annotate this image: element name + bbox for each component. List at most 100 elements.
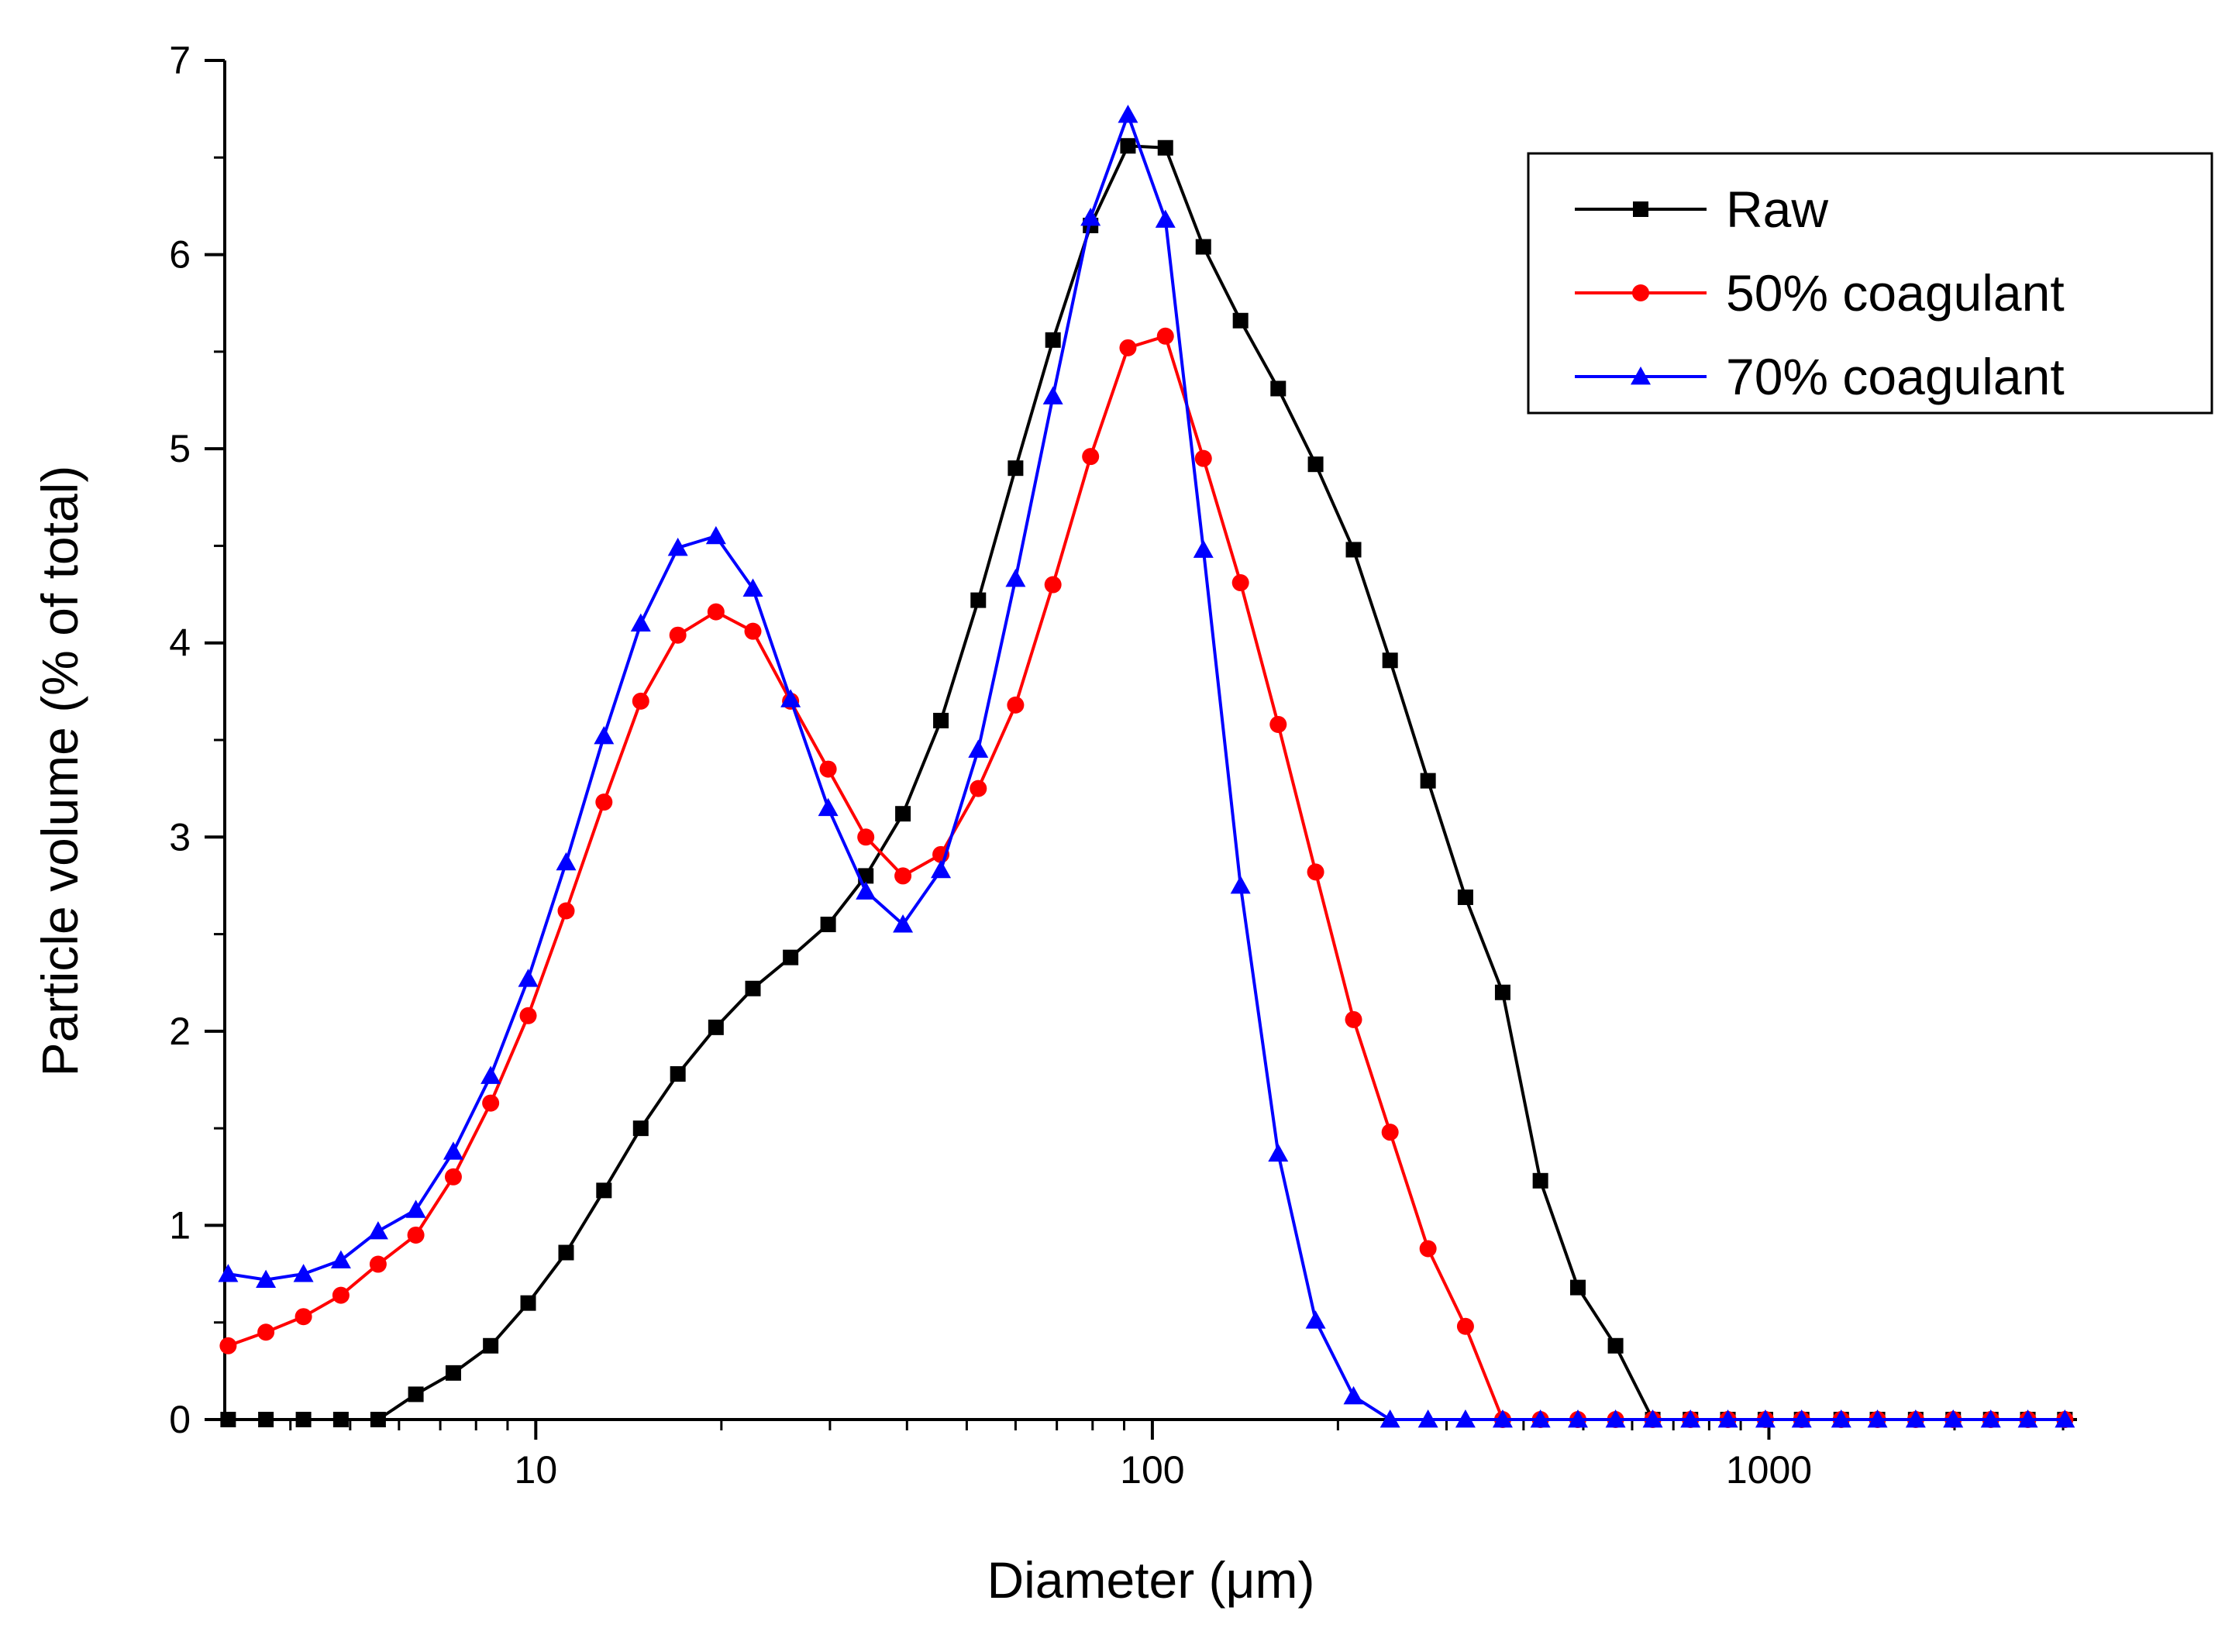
data-point <box>1082 448 1100 466</box>
data-point <box>220 1412 236 1427</box>
data-point <box>705 525 726 545</box>
data-point <box>708 1019 724 1035</box>
data-point <box>1118 105 1138 123</box>
data-point <box>1195 239 1211 255</box>
data-point <box>1381 1124 1399 1141</box>
data-point <box>445 1365 461 1381</box>
data-point <box>1755 1409 1776 1428</box>
data-point <box>1492 1409 1513 1428</box>
data-point <box>332 1286 350 1304</box>
data-point <box>1980 1409 2001 1428</box>
data-point <box>1417 1409 1438 1428</box>
data-point <box>330 1250 351 1268</box>
data-point <box>443 1141 463 1160</box>
data-point <box>1867 1409 1888 1428</box>
data-point <box>1305 1310 1326 1329</box>
data-point <box>1268 1143 1289 1162</box>
y-tick-label: 5 <box>169 427 191 470</box>
legend-label: 50% coagulant <box>1726 264 2065 322</box>
data-point <box>707 603 725 621</box>
data-point <box>1270 380 1286 397</box>
data-point <box>1380 1409 1400 1428</box>
legend-marker <box>1631 367 1651 385</box>
data-point <box>369 1255 387 1273</box>
data-point <box>1605 1409 1626 1428</box>
data-point <box>1080 207 1101 226</box>
data-point <box>1307 863 1324 881</box>
y-axis-title: Particle volume (% of total) <box>31 466 88 1077</box>
legend-item: 70% coagulant <box>1575 348 2065 405</box>
data-point <box>931 859 952 879</box>
data-point <box>1343 1385 1364 1405</box>
y-tick-label: 7 <box>169 39 191 82</box>
data-point <box>1345 1010 1362 1028</box>
data-point <box>332 1412 349 1427</box>
data-point <box>558 1244 574 1261</box>
series-line <box>227 334 2065 1421</box>
data-point <box>367 1220 388 1240</box>
data-point <box>1791 1409 1812 1428</box>
data-point <box>1194 449 1212 467</box>
data-point <box>1530 1409 1551 1428</box>
legend-label: Raw <box>1726 181 1828 238</box>
data-point <box>1457 889 1473 905</box>
data-point <box>408 1386 424 1402</box>
data-point <box>407 1226 425 1244</box>
x-axis-title: Diameter (μm) <box>987 1551 1314 1609</box>
data-point <box>1532 1172 1548 1189</box>
data-point <box>518 969 539 987</box>
data-point <box>1456 1317 1474 1335</box>
data-point <box>1269 715 1287 733</box>
data-point <box>1345 542 1362 558</box>
data-point <box>218 1264 239 1282</box>
data-point <box>1119 339 1137 356</box>
data-point <box>1156 327 1174 345</box>
data-point <box>556 852 577 871</box>
legend-marker <box>1632 284 1649 301</box>
legend: Raw 50% coagulant 70% coagulant <box>1527 152 2213 415</box>
data-point <box>819 760 837 778</box>
y-tick-label: 6 <box>169 233 191 277</box>
data-point <box>1231 574 1249 592</box>
data-point <box>483 1337 499 1354</box>
series-line <box>228 113 2065 1421</box>
data-point <box>295 1412 312 1427</box>
data-point <box>1044 576 1062 594</box>
data-point <box>1943 1409 1964 1428</box>
data-point <box>783 949 799 965</box>
data-point <box>856 881 877 900</box>
series-70-coagulant <box>218 105 2075 1428</box>
data-point <box>594 725 615 745</box>
data-point <box>1230 875 1251 894</box>
data-point <box>1494 984 1510 1000</box>
data-point <box>482 1094 500 1112</box>
data-point <box>744 622 762 640</box>
series-50-coagulant <box>219 327 2074 1428</box>
data-point <box>1007 696 1025 714</box>
data-point <box>780 689 801 707</box>
data-point <box>818 797 839 817</box>
data-point <box>1045 332 1061 348</box>
data-point <box>933 712 949 728</box>
series-layer <box>218 105 2075 1428</box>
data-point <box>294 1308 312 1326</box>
data-point <box>894 867 912 885</box>
data-point <box>1307 456 1324 473</box>
y-axis-ticks: 0 1 2 3 4 5 6 7 <box>169 39 225 1441</box>
y-tick-label: 3 <box>169 815 191 859</box>
data-point <box>820 917 836 933</box>
data-point <box>480 1065 501 1084</box>
data-point <box>1193 539 1214 558</box>
data-point <box>1008 460 1024 477</box>
data-point <box>2017 1409 2038 1428</box>
y-tick-label: 1 <box>169 1203 191 1247</box>
data-point <box>1607 1337 1624 1354</box>
y-tick-label: 4 <box>169 621 191 665</box>
data-point <box>1831 1409 1851 1428</box>
data-point <box>444 1168 462 1186</box>
data-point <box>596 1182 612 1199</box>
data-point <box>219 1337 237 1354</box>
data-point <box>632 692 649 710</box>
data-point <box>1680 1409 1701 1428</box>
data-point <box>1232 312 1249 329</box>
